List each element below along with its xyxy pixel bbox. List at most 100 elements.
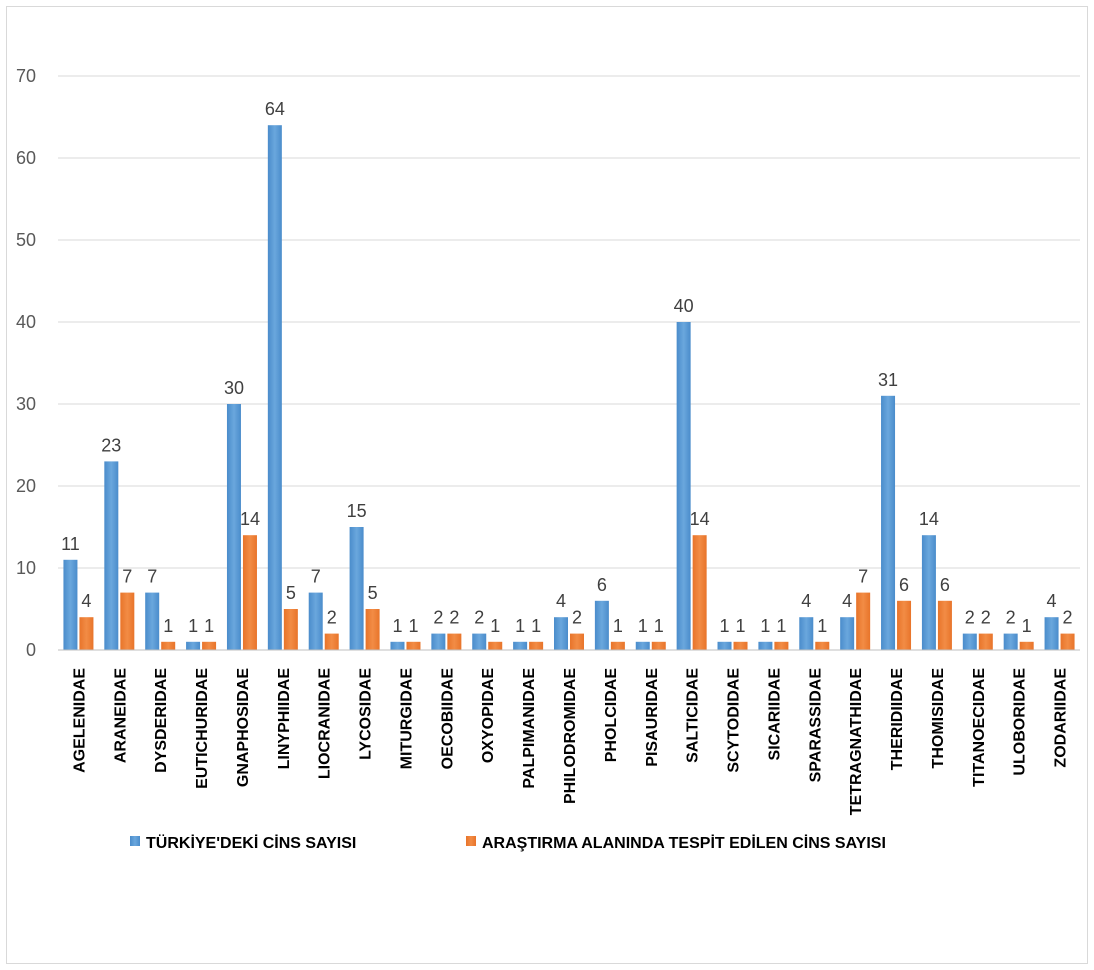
bar-arastirma bbox=[120, 592, 135, 650]
bar-arastirma bbox=[570, 633, 584, 650]
data-label: 4 bbox=[556, 591, 566, 611]
data-label: 1 bbox=[392, 616, 402, 636]
legend-entry: TÜRKİYE'DEKİ CİNS SAYISI bbox=[146, 833, 356, 852]
bar-arastirma bbox=[774, 641, 789, 650]
data-label: 14 bbox=[240, 509, 260, 529]
data-label: 14 bbox=[919, 509, 939, 529]
data-label: 4 bbox=[842, 591, 852, 611]
bar-turkiye bbox=[472, 633, 487, 650]
category-label: PISAURIDAE bbox=[644, 668, 661, 767]
data-label: 23 bbox=[101, 435, 121, 455]
data-label: 5 bbox=[368, 583, 378, 603]
bar-turkiye bbox=[186, 641, 201, 650]
bar-turkiye bbox=[554, 617, 568, 650]
bar-arastirma bbox=[488, 641, 503, 650]
data-label: 1 bbox=[817, 616, 827, 636]
data-label: 7 bbox=[122, 567, 132, 587]
data-label: 1 bbox=[490, 616, 500, 636]
bar-turkiye bbox=[104, 461, 119, 650]
y-tick-label: 20 bbox=[16, 476, 36, 496]
y-tick-label: 30 bbox=[16, 394, 36, 414]
bar-turkiye bbox=[1003, 633, 1018, 650]
category-label: SICARIIDAE bbox=[766, 668, 783, 761]
data-label: 1 bbox=[760, 616, 770, 636]
data-label: 6 bbox=[899, 575, 909, 595]
category-label: SPARASSIDAE bbox=[807, 668, 824, 783]
data-label: 4 bbox=[1047, 591, 1057, 611]
data-label: 1 bbox=[613, 616, 623, 636]
data-label: 1 bbox=[188, 616, 198, 636]
bar-turkiye bbox=[717, 641, 732, 650]
data-label: 30 bbox=[224, 378, 244, 398]
category-label: SCYTODIDAE bbox=[726, 668, 743, 773]
category-label: PALPIMANIDAE bbox=[521, 668, 538, 789]
x-axis-category-labels: AGELENIDAE ARANEIDAE DYSDERIDAE EUTICHURIDA… bbox=[71, 668, 1069, 816]
data-label: 5 bbox=[286, 583, 296, 603]
bar-arastirma bbox=[447, 633, 462, 650]
category-label: EUTICHURIDAE bbox=[194, 668, 211, 789]
legend-swatch bbox=[130, 836, 140, 846]
data-label: 2 bbox=[327, 608, 337, 628]
category-label: PHILODROMIDAE bbox=[562, 668, 579, 804]
data-label: 2 bbox=[981, 608, 991, 628]
bar-arastirma bbox=[283, 609, 298, 650]
bar-arastirma bbox=[733, 641, 748, 650]
bar-turkiye bbox=[635, 641, 650, 650]
category-label: THERIDIIDAE bbox=[889, 668, 906, 771]
data-label: 1 bbox=[408, 616, 418, 636]
data-label: 40 bbox=[674, 296, 694, 316]
bar-arastirma bbox=[529, 641, 544, 650]
gridlines bbox=[58, 75, 1080, 569]
data-label: 64 bbox=[265, 99, 285, 119]
category-label: PHOLCIDAE bbox=[603, 668, 620, 763]
data-label: 11 bbox=[61, 534, 80, 554]
category-label: AGELENIDAE bbox=[71, 668, 88, 773]
bar-turkiye bbox=[63, 559, 78, 650]
bar-turkiye bbox=[431, 633, 446, 650]
y-tick-label: 70 bbox=[16, 66, 36, 86]
category-label: ZODARIIDAE bbox=[1053, 668, 1070, 768]
legend: TÜRKİYE'DEKİ CİNS SAYISI ARAŞTIRMA ALANIN… bbox=[130, 833, 886, 852]
data-label: 6 bbox=[940, 575, 950, 595]
category-label: OECOBIIDAE bbox=[439, 668, 456, 770]
y-tick-label: 50 bbox=[16, 230, 36, 250]
data-label: 1 bbox=[638, 616, 648, 636]
bar-arastirma bbox=[897, 600, 912, 650]
data-label: 14 bbox=[690, 509, 710, 529]
category-label: THOMISIDAE bbox=[930, 668, 947, 769]
bar-arastirma bbox=[365, 609, 380, 650]
bar-arastirma bbox=[324, 633, 339, 650]
bar-turkiye bbox=[881, 395, 896, 650]
y-tick-label: 40 bbox=[16, 312, 36, 332]
data-label: 2 bbox=[965, 608, 975, 628]
bar-turkiye bbox=[226, 404, 241, 650]
category-label: ULOBORIDAE bbox=[1012, 668, 1029, 776]
bar-turkiye bbox=[349, 527, 364, 650]
category-label: TETRAGNATHIDAE bbox=[848, 668, 865, 816]
bar-arastirma bbox=[79, 617, 94, 650]
bars bbox=[63, 125, 1075, 650]
bar-arastirma bbox=[202, 641, 217, 650]
data-label: 6 bbox=[597, 575, 607, 595]
legend-entry: ARAŞTIRMA ALANINDA TESPİT EDİLEN CİNS SA… bbox=[482, 834, 886, 852]
bar-arastirma bbox=[978, 633, 993, 650]
bar-turkiye bbox=[758, 641, 773, 650]
bar-turkiye bbox=[594, 600, 609, 650]
bar-turkiye bbox=[267, 125, 282, 650]
bar-arastirma bbox=[937, 600, 952, 650]
data-label: 1 bbox=[776, 616, 786, 636]
data-label: 7 bbox=[147, 567, 157, 587]
data-label: 31 bbox=[878, 370, 898, 390]
data-label: 1 bbox=[531, 616, 541, 636]
data-label: 1 bbox=[515, 616, 525, 636]
bar-turkiye bbox=[676, 322, 691, 650]
chart-frame bbox=[6, 6, 1088, 964]
bar-arastirma bbox=[610, 641, 625, 650]
bar-arastirma bbox=[242, 535, 257, 650]
data-label: 7 bbox=[311, 567, 321, 587]
data-label: 2 bbox=[572, 608, 582, 628]
data-label: 2 bbox=[474, 608, 484, 628]
category-label: LYCOSIDAE bbox=[358, 668, 375, 760]
